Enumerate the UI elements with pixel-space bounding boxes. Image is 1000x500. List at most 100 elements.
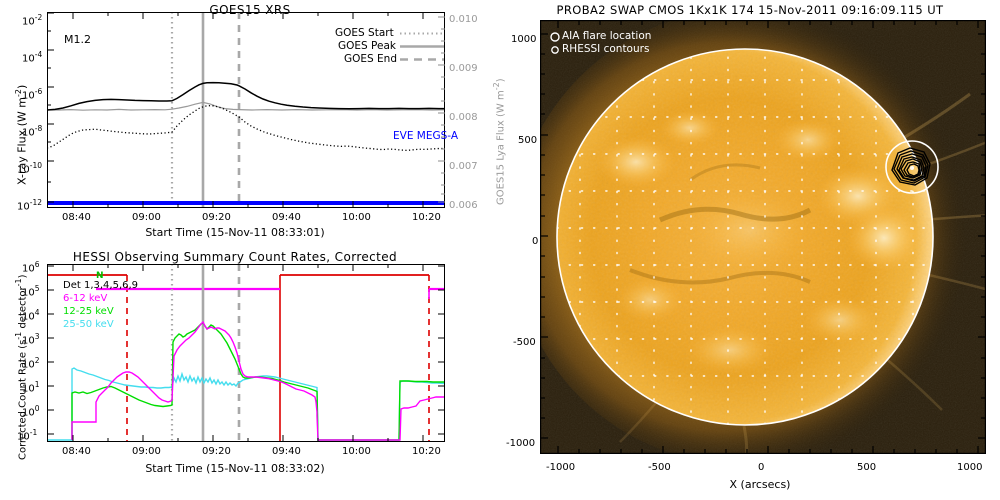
swap-ytick-1: 500 <box>518 135 538 146</box>
goes-ytick-4-exp: -10 <box>29 161 42 170</box>
goes-ytick-5-mant: 10 <box>17 201 30 213</box>
hessi-xtick-5: 10:20 <box>412 446 441 457</box>
hessi-ytick-3-mant: 10 <box>22 335 35 347</box>
hessi-ytick-0-mant: 10 <box>22 263 35 275</box>
goes-legend-swatch-peak <box>400 45 444 48</box>
hessi-xtick-3: 09:40 <box>272 446 301 457</box>
goes-ytick-1: 10-4 <box>22 50 42 64</box>
goes-y2tick-3: 0.007 <box>449 161 478 172</box>
hessi-ytick-2-mant: 10 <box>22 311 35 323</box>
hessi-panel-title: HESSI Observing Summary Count Rates, Cor… <box>72 250 398 264</box>
hessi-ytick-6-mant: 10 <box>22 407 35 419</box>
goes-class-annotation: M1.2 <box>64 33 91 46</box>
hessi-ytick-3-exp: 3 <box>34 332 40 341</box>
swap-bottom-ticks <box>557 446 979 454</box>
goes-xtick-3: 09:40 <box>272 212 301 223</box>
swap-image-frame <box>540 20 986 454</box>
eve-megs-a-curve <box>47 104 445 152</box>
goes-left-major-ticks <box>47 12 54 203</box>
goes-xtick-4: 10:00 <box>342 212 371 223</box>
swap-legend-label-flare: AIA flare location <box>562 30 652 42</box>
goes-x-axis-label: Start Time (15-Nov-11 08:33:01) <box>145 226 325 239</box>
goes-xtick-5: 10:20 <box>412 212 441 223</box>
hessi-ytick-5-exp: 1 <box>34 380 40 389</box>
hessi-left-ticks <box>47 265 54 435</box>
hessi-y-axis-label-end: ) <box>17 274 29 279</box>
goes-panel-title: GOES15 XRS <box>209 3 291 17</box>
goes-ytick-3-exp: -8 <box>34 124 43 133</box>
goes-ytick-3-mant: 10 <box>22 127 35 139</box>
goes-y2tick-0: 0.010 <box>449 14 478 25</box>
goes-bottom-ticks <box>72 201 424 208</box>
swap-active-regions <box>596 110 922 374</box>
hessi-ytick-1-mant: 10 <box>22 287 35 299</box>
goes-legend-row-end: GOES End <box>344 53 397 65</box>
goes-ytick-5-exp: -12 <box>29 198 42 207</box>
goes-ytick-0-mant: 10 <box>22 16 35 28</box>
goes-ytick-2-exp: -6 <box>34 87 43 96</box>
swap-image-area <box>540 20 986 454</box>
hessi-ytick-4: 102 <box>22 356 40 370</box>
aia-flare-location-circle <box>885 140 939 194</box>
hessi-x-axis-label: Start Time (15-Nov-11 08:33:02) <box>145 462 325 475</box>
hessi-ytick-7: 10-1 <box>17 428 37 442</box>
swap-xtick-2: 0 <box>758 462 765 473</box>
swap-xtick-1: -500 <box>648 462 671 473</box>
hessi-legend-25-50kev: 25-50 keV <box>63 319 114 330</box>
hessi-ytick-7-mant: 10 <box>17 431 30 443</box>
goes-legend-row-start: GOES Start <box>335 27 394 39</box>
hessi-6-12kev-curve <box>71 320 445 441</box>
goes-plot-frame <box>47 12 445 208</box>
hessi-plot-frame <box>47 264 445 442</box>
hessi-detectors-label: Det 1,3,4,5,6,9 <box>63 280 139 291</box>
goes-right-ticks <box>438 16 445 203</box>
hessi-xtick-1: 09:00 <box>132 446 161 457</box>
swap-xtick-4: 1000 <box>957 462 983 473</box>
goes-legend-swatch-start <box>400 32 444 35</box>
hessi-top-ticks <box>72 264 424 271</box>
hessi-xtick-2: 09:20 <box>202 446 231 457</box>
swap-ytick-0: 1000 <box>511 34 537 45</box>
goes-ytick-4: 10-10 <box>17 161 42 175</box>
hessi-ytick-3: 103 <box>22 332 40 346</box>
hessi-ytick-7-exp: -1 <box>29 428 38 437</box>
swap-legend-label-contours: RHESSI contours <box>562 43 650 55</box>
swap-solar-limb-circle <box>556 48 934 426</box>
hessi-ytick-0-exp: 6 <box>34 260 40 269</box>
goes-ytick-4-mant: 10 <box>17 164 30 176</box>
hessi-25-50kev-curve <box>47 367 445 441</box>
goes-ytick-3: 10-8 <box>22 124 42 138</box>
goes-ytick-2: 10-6 <box>22 87 42 101</box>
goes-plot-area <box>47 12 445 208</box>
goes-long-channel-curve <box>47 81 445 111</box>
hessi-ytick-2: 104 <box>22 308 40 322</box>
swap-legend-marker-contours <box>551 46 559 54</box>
goes-y2tick-1: 0.009 <box>449 63 478 74</box>
goes-legend-swatch-end <box>400 58 444 61</box>
swap-panel-title: PROBA2 SWAP CMOS 1Kx1K 174 15-Nov-2011 0… <box>556 3 944 17</box>
hessi-ytick-4-mant: 10 <box>22 359 35 371</box>
goes-ytick-0: 10-2 <box>22 13 42 27</box>
hessi-panel: HESSI Observing Summary Count Rates, Cor… <box>0 240 500 500</box>
hessi-ytick-5: 101 <box>22 380 40 394</box>
goes-y2tick-4: 0.006 <box>449 200 478 211</box>
hessi-ytick-4-exp: 2 <box>34 356 40 365</box>
swap-ytick-4: -1000 <box>506 438 536 449</box>
swap-top-ticks <box>557 20 979 28</box>
hessi-ytick-1: 105 <box>22 284 40 298</box>
swap-xtick-3: 500 <box>857 462 877 473</box>
goes-xrs-panel: GOES15 XRS X-ray Flux (W m-2) GOES15 Lya… <box>0 0 506 240</box>
hessi-ytick-0: 106 <box>22 260 40 274</box>
swap-bright-point <box>910 166 914 170</box>
goes-left-minor-ticks <box>47 30 51 183</box>
hessi-plot-area <box>47 264 445 442</box>
hessi-right-ticks <box>438 265 445 435</box>
hessi-ytick-5-mant: 10 <box>22 383 35 395</box>
hessi-night-label: N <box>96 271 104 281</box>
hessi-ytick-2-exp: 4 <box>34 308 40 317</box>
swap-right-ticks <box>978 33 986 439</box>
swap-xtick-0: -1000 <box>546 462 576 473</box>
hessi-legend-6-12kev: 6-12 keV <box>63 293 108 304</box>
eve-megs-a-label: EVE MEGS-A <box>393 130 459 142</box>
